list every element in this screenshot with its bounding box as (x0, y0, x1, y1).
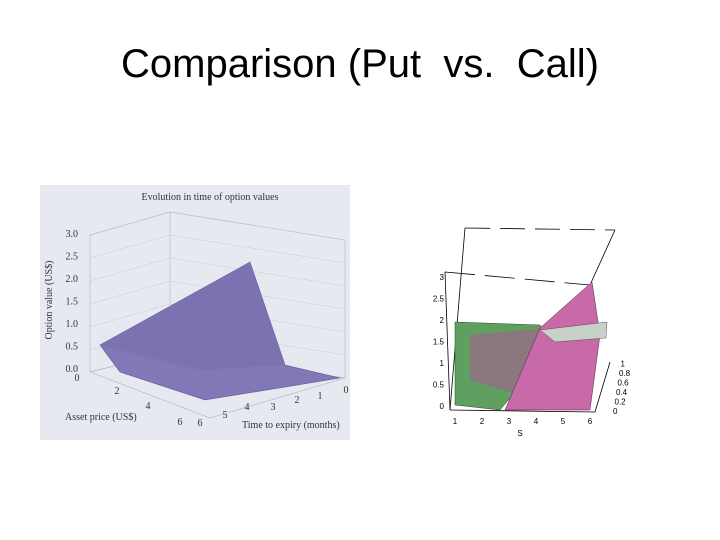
left-y-label: Time to expiry (months) (242, 420, 340, 431)
right-z-tick-label: 0 (440, 402, 445, 411)
left-y-tick-label: 4 (245, 402, 250, 413)
slide-title: Comparison (Put vs. Call) (121, 42, 599, 86)
right-z-tick-label: 1.5 (433, 338, 445, 347)
left-figure-title: Evolution in time of option values (142, 192, 279, 203)
left-y-tick-label: 6 (198, 418, 203, 429)
left-z-tick-label: 2.5 (66, 252, 79, 263)
left-z-tick-label: 1.5 (66, 297, 79, 308)
left-y-tick-label: 5 (223, 410, 228, 421)
right-z-tick-label: 1 (440, 359, 445, 368)
left-z-tick-label: 0.5 (66, 342, 79, 353)
left-x-label: Asset price (US$) (65, 412, 137, 423)
right-axes-box (444, 227, 616, 413)
left-x-tick-label: 0 (75, 373, 80, 384)
right-x-tick-label: 2 (480, 417, 485, 426)
left-z-tick-label: 0.0 (66, 364, 79, 375)
right-t-tick-label: 0 (613, 407, 618, 416)
right-z-tick-label: 2 (440, 316, 445, 325)
right-t-tick-label: 0.4 (616, 388, 628, 397)
left-z-tick-label: 2.0 (66, 274, 79, 285)
left-x-tick-label: 2 (115, 386, 120, 397)
right-t-tick-label: 1 (621, 360, 626, 369)
call-surface-flat (539, 321, 608, 343)
right-x-tick-label: 1 (453, 417, 458, 426)
left-y-tick-label: 1 (318, 391, 323, 402)
right-x-tick-label: 5 (561, 417, 566, 426)
left-x-tick-label: 4 (146, 401, 151, 412)
left-z-label: Option value (US$) (44, 261, 55, 340)
left-y-tick-label: 2 (295, 395, 300, 406)
right-t-tick-label: 0.8 (619, 369, 631, 378)
right-x-tick-label: 4 (534, 417, 539, 426)
left-z-tick-label: 1.0 (66, 319, 79, 330)
right-x-label: S (517, 429, 522, 438)
right-x-tick-label: 6 (588, 417, 593, 426)
right-x-tick-label: 3 (507, 417, 512, 426)
right-t-tick-label: 0.6 (618, 379, 630, 388)
right-z-tick-label: 0.5 (433, 381, 445, 390)
left-x-tick-label: 6 (178, 417, 183, 428)
right-z-tick-label: 3 (440, 273, 445, 282)
right-t-tick-label: 0.2 (615, 398, 627, 407)
call-surface-high (504, 281, 601, 411)
left-z-tick-label: 3.0 (66, 229, 79, 240)
right-z-tick-label: 2.5 (433, 295, 445, 304)
left-y-tick-label: 3 (271, 402, 276, 413)
left-y-tick-label: 0 (344, 385, 349, 396)
put-surface-shade (100, 262, 285, 370)
